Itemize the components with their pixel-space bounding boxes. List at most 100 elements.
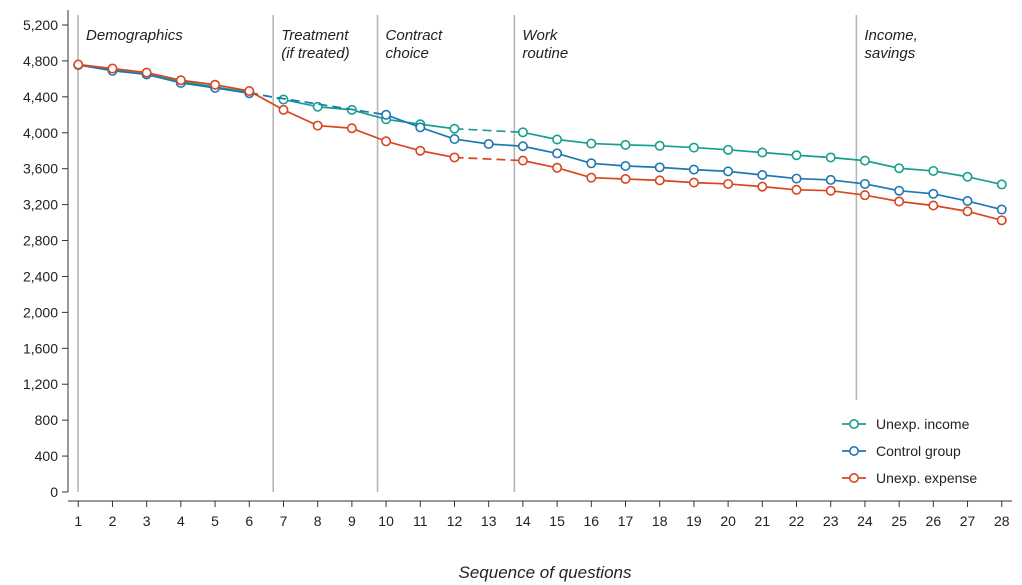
series-segment [146, 73, 182, 84]
y-tick-label: 4,400 [23, 89, 58, 105]
data-point [791, 173, 802, 184]
y-tick-label: 3,600 [23, 161, 58, 177]
data-point [141, 67, 152, 78]
data-point [688, 164, 699, 175]
x-tick-label: 21 [755, 513, 771, 529]
section-label-line: Income, [864, 27, 917, 44]
series-segment [214, 87, 250, 95]
data-point [381, 136, 392, 147]
series-segment [728, 183, 763, 188]
data-point [346, 123, 357, 134]
series-segment [659, 166, 694, 171]
x-tick-label: 15 [549, 513, 565, 529]
data-point [791, 150, 802, 161]
data-point [996, 204, 1007, 215]
series-segment [967, 200, 1002, 211]
legend-entry: Control group [842, 443, 961, 459]
data-point [517, 155, 528, 166]
series-segment [864, 159, 900, 170]
series-segment [762, 185, 797, 191]
data-point [757, 169, 768, 180]
series-segment [454, 156, 523, 162]
series-segment [625, 165, 660, 169]
section-labels: Demographics Treatment (if treated) Contrac… [86, 27, 918, 62]
section-label: Work routine [522, 27, 568, 62]
series-segment [728, 148, 763, 154]
data-point [928, 200, 939, 211]
x-tick-label: 16 [584, 513, 600, 529]
data-point [825, 174, 836, 185]
series-segment [146, 71, 182, 82]
section-label-line: choice [386, 45, 429, 62]
x-tick-label: 5 [211, 513, 219, 529]
x-tick-label: 19 [686, 513, 702, 529]
data-point [278, 104, 289, 115]
y-tick-label: 0 [50, 484, 58, 500]
series-segment [591, 142, 626, 146]
series-segment [967, 175, 1002, 186]
x-tick-label: 17 [618, 513, 634, 529]
x-tick-label: 28 [994, 513, 1010, 529]
x-tick-label: 1 [74, 513, 82, 529]
data-point [894, 163, 905, 174]
series-segment [693, 181, 729, 185]
series-segment [420, 126, 455, 140]
series-segment [454, 127, 523, 134]
series-segment [283, 109, 319, 127]
series-segment [933, 170, 968, 178]
data-point [210, 79, 221, 90]
x-tick-label: 9 [348, 513, 356, 529]
x-tick-label: 6 [245, 513, 253, 529]
data-point [859, 155, 870, 166]
data-point [552, 162, 563, 173]
data-point [654, 175, 665, 186]
y-tick-label: 5,200 [23, 17, 58, 33]
legend-marker [848, 418, 859, 429]
x-tick-label: 14 [515, 513, 531, 529]
data-point [757, 147, 768, 158]
data-point [859, 190, 870, 201]
x-tick-label: 26 [926, 513, 942, 529]
x-tick-label: 10 [378, 513, 394, 529]
x-tick-label: 20 [720, 513, 736, 529]
series-segment [385, 140, 421, 152]
legend-entry: Unexp. expense [842, 470, 977, 486]
y-tick-label: 4,000 [23, 125, 58, 141]
y-tick-label: 3,200 [23, 197, 58, 213]
section-label-line: Treatment [281, 27, 349, 44]
data-point [586, 172, 597, 183]
x-tick-label: 13 [481, 513, 497, 529]
legend-entry: Unexp. income [842, 416, 970, 432]
data-point [962, 196, 973, 207]
data-point [688, 142, 699, 153]
data-point [449, 152, 460, 163]
section-label-line: (if treated) [281, 45, 349, 62]
y-tick-label: 800 [35, 412, 59, 428]
data-point [996, 215, 1007, 226]
data-point [962, 206, 973, 217]
x-tick-label: 3 [143, 513, 151, 529]
series-segment [351, 109, 387, 121]
data-point [723, 144, 734, 155]
y-tick-label: 2,000 [23, 304, 58, 320]
data-point [620, 139, 631, 150]
series-segment [864, 194, 900, 203]
series-segment [557, 138, 592, 145]
x-tick-label: 12 [447, 513, 463, 529]
series-segment [625, 144, 660, 147]
series-segment [283, 98, 318, 108]
data-point [175, 75, 186, 86]
series-segment [556, 166, 592, 179]
data-point [894, 196, 905, 207]
legend-label: Unexp. expense [876, 470, 977, 486]
x-tick-label: 22 [789, 513, 805, 529]
series-segment [249, 92, 387, 116]
data-point [415, 145, 426, 156]
section-label: Demographics [86, 27, 183, 44]
series-segment [693, 168, 729, 173]
data-point [723, 178, 734, 189]
data-point [894, 185, 905, 196]
series-segment [830, 156, 866, 162]
data-point [996, 179, 1007, 190]
